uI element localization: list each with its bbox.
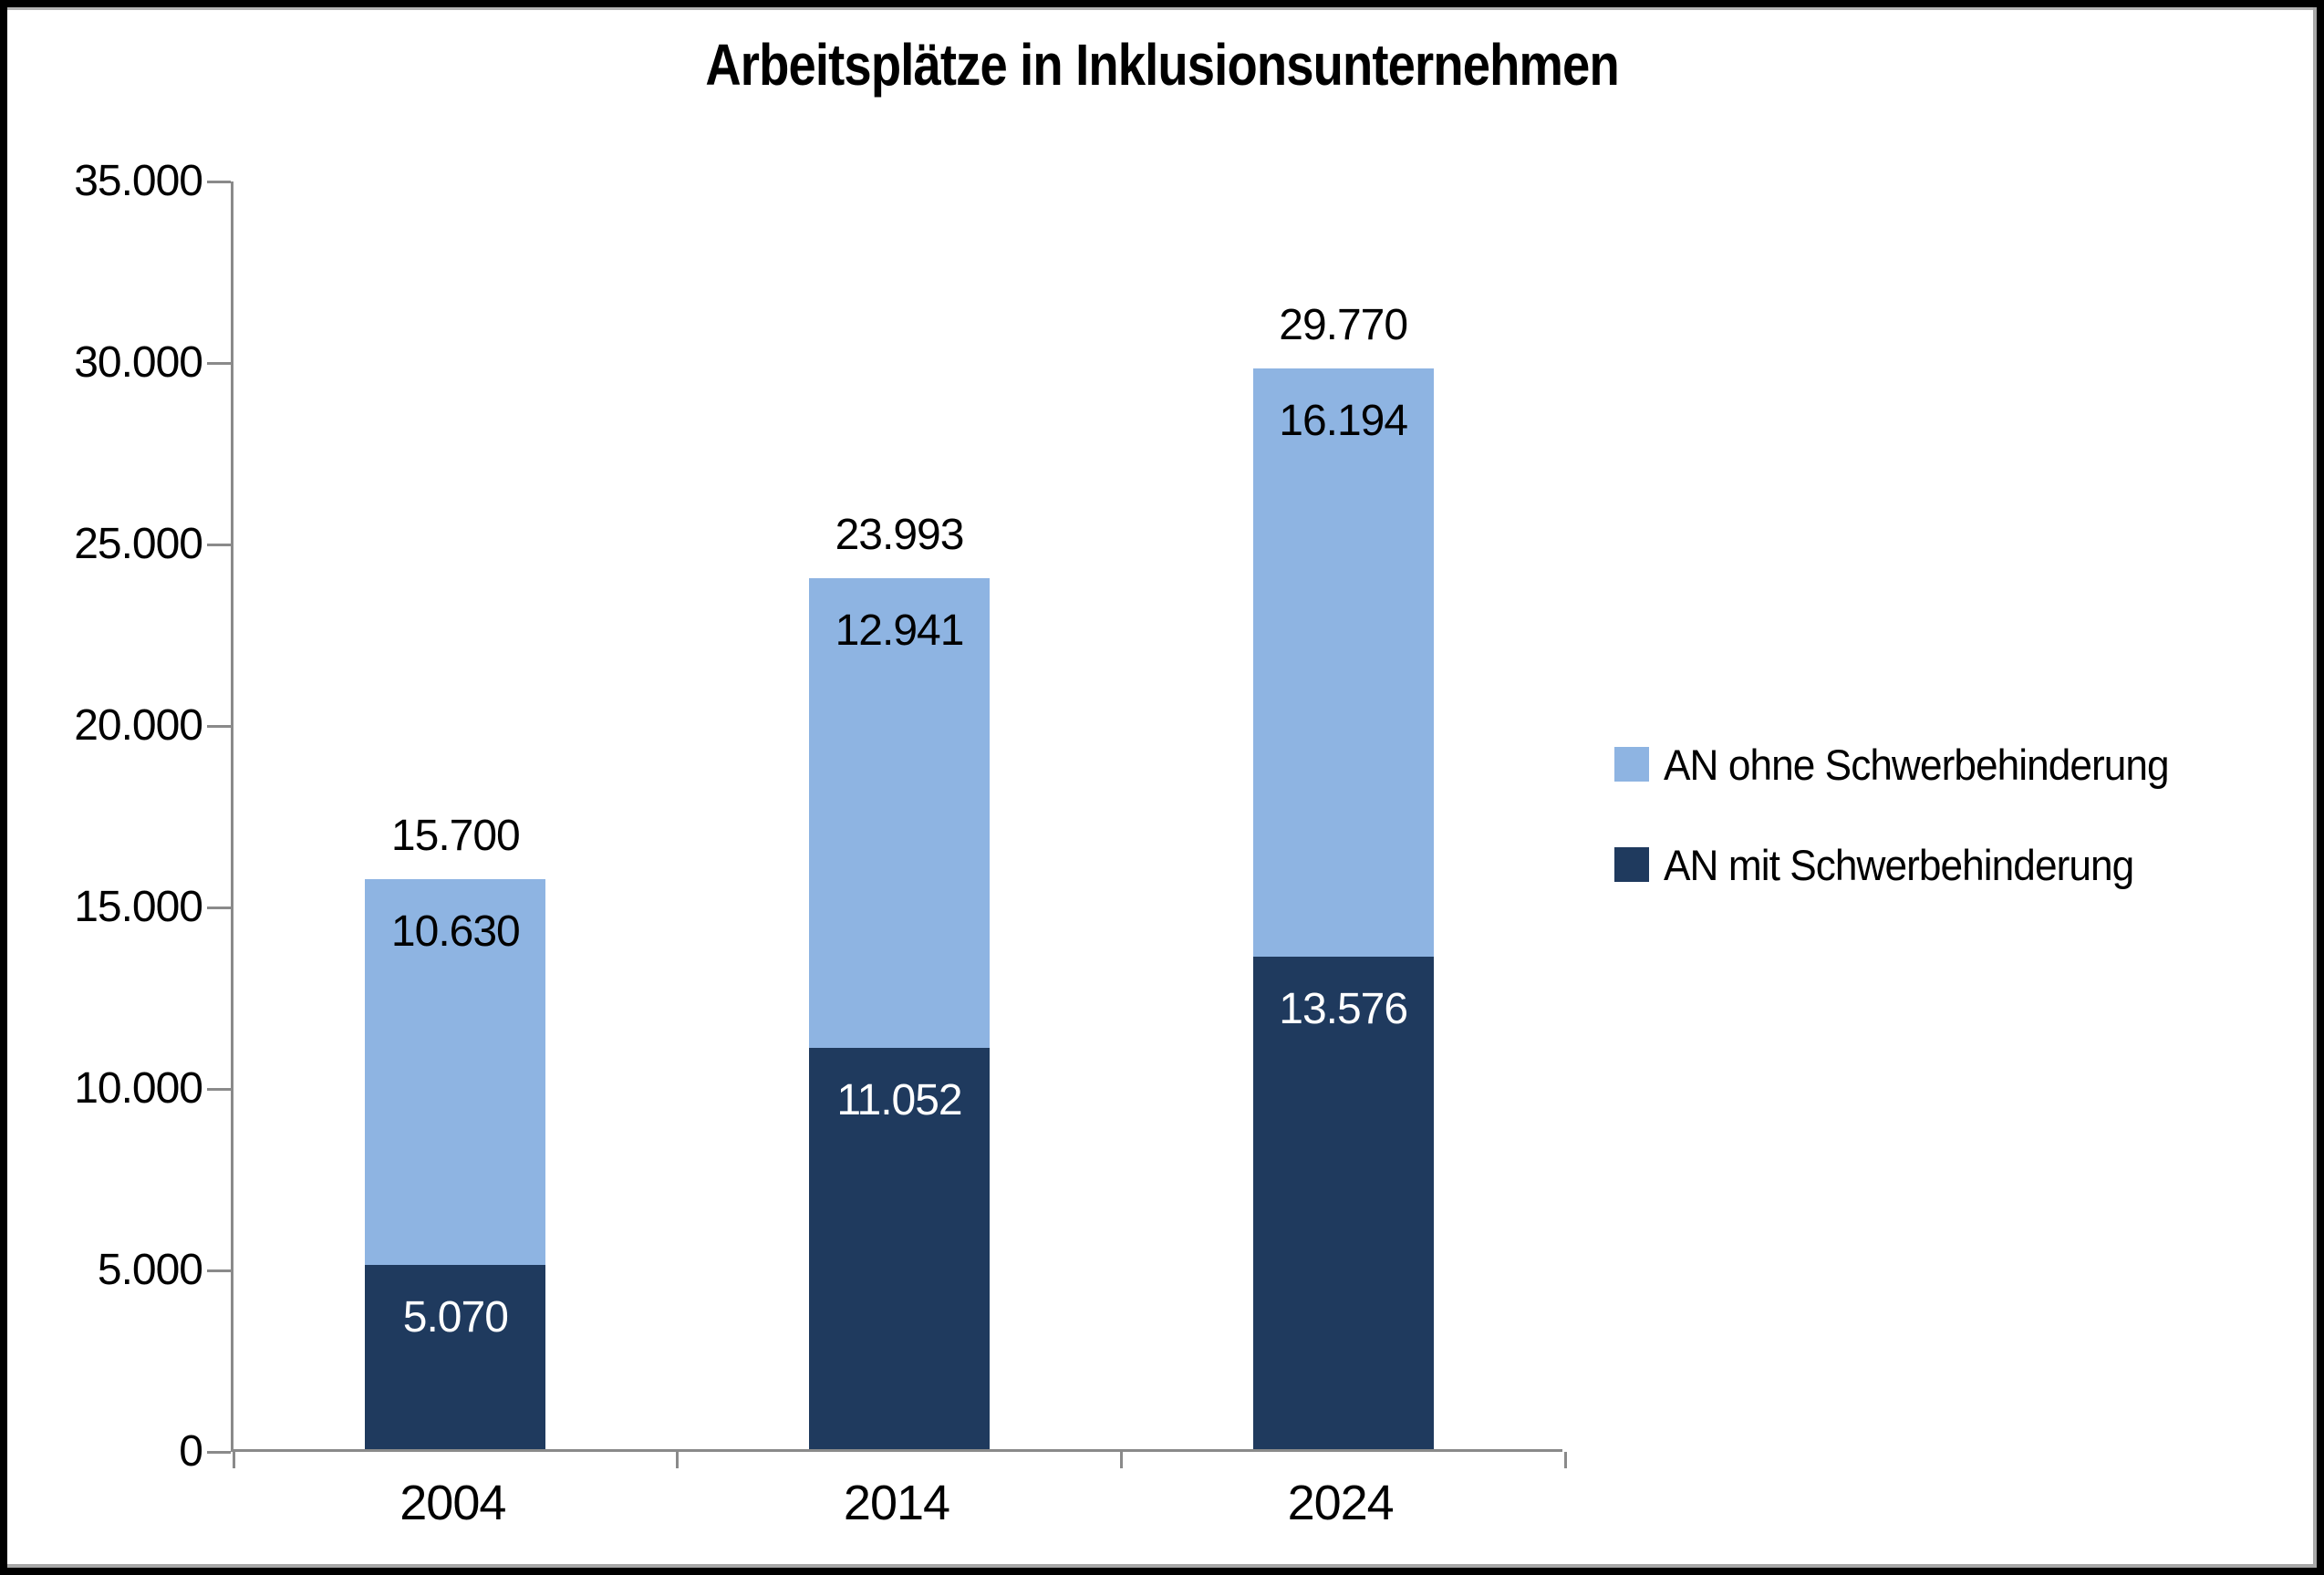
y-tick-mark-5.000: [207, 1269, 231, 1272]
x-tick-mark-0: [232, 1452, 235, 1468]
bar-group-2024: 13.576 16.194: [1252, 179, 1434, 1449]
bar-total-label-2014: 23.993: [835, 511, 965, 560]
y-tick-label-0: 0: [179, 1427, 203, 1476]
legend-swatch-ohne-icon: [1614, 747, 1649, 782]
legend-item-mit: AN mit Schwerbehinderung: [1614, 841, 2201, 889]
bar-value-label: 13.576: [1279, 984, 1408, 1033]
bar-segment-2014-AN ohne Schwerbehinderung: 12.941: [809, 578, 990, 1049]
y-tick-mark-15.000: [207, 906, 231, 909]
legend-swatch-mit-icon: [1614, 847, 1649, 882]
x-axis-label-2014: 2014: [843, 1476, 950, 1530]
bar-value-label: 5.070: [402, 1293, 509, 1342]
bar-value-label: 10.630: [390, 907, 521, 957]
legend-item-ohne: AN ohne Schwerbehinderung: [1614, 741, 2201, 789]
legend: AN ohne Schwerbehinderung AN mit Schwerb…: [1614, 741, 2201, 943]
y-tick-mark-30.000: [207, 361, 231, 365]
x-axis-label-2024: 2024: [1287, 1476, 1395, 1530]
y-tick-mark-0: [207, 1450, 231, 1454]
y-tick-mark-35.000: [207, 180, 231, 183]
bar-segment-2024-AN mit Schwerbehinderung: 13.576: [1252, 956, 1434, 1449]
bar-group-2004: 5.070 10.630: [365, 179, 546, 1449]
bar-segment-2024-AN ohne Schwerbehinderung: 16.194: [1252, 368, 1434, 957]
bar-total-label-2004: 15.700: [390, 812, 521, 861]
y-tick-label-5.000: 5.000: [97, 1246, 203, 1294]
x-axis-label-2004: 2004: [399, 1476, 506, 1530]
y-tick-label-25.000: 25.000: [74, 520, 203, 568]
legend-label-mit: AN mit Schwerbehinderung: [1664, 840, 2134, 889]
y-tick-label-30.000: 30.000: [74, 338, 203, 387]
bar-value-label: 12.941: [835, 606, 965, 656]
y-tick-mark-10.000: [207, 1087, 231, 1091]
y-tick-label-15.000: 15.000: [74, 883, 203, 931]
x-tick-mark-1: [676, 1452, 680, 1468]
y-tick-mark-25.000: [207, 543, 231, 546]
x-tick-mark-3: [1563, 1452, 1567, 1468]
bar-total-label-2024: 29.770: [1279, 301, 1408, 350]
y-tick-label-35.000: 35.000: [74, 157, 203, 205]
bar-segment-2004-AN ohne Schwerbehinderung: 10.630: [365, 879, 546, 1266]
bar-value-label: 16.194: [1279, 397, 1408, 446]
legend-label-ohne: AN ohne Schwerbehinderung: [1664, 740, 2170, 789]
x-tick-mark-2: [1119, 1452, 1123, 1468]
bar-group-2014: 11.052 12.941: [809, 179, 990, 1449]
chart-title-text: Arbeitsplätze in Inklusionsunternehmen: [705, 32, 1619, 98]
chart-title: Arbeitsplätze in Inklusionsunternehmen: [7, 31, 2317, 98]
plot-area: 5.070 10.630 15.700 11.052 12.941 23.993 13.57…: [207, 179, 1567, 1468]
chart-canvas: Arbeitsplätze in Inklusionsunternehmen 0…: [7, 7, 2317, 1568]
y-axis-labels: 0 5.000 10.000 15.000 20.000 25.000 30.000 35.0…: [7, 160, 203, 1474]
bar-value-label: 11.052: [836, 1076, 962, 1125]
y-tick-label-10.000: 10.000: [74, 1064, 203, 1113]
bar-segment-2014-AN mit Schwerbehinderung: 11.052: [809, 1048, 990, 1449]
bar-segment-2004-AN mit Schwerbehinderung: 5.070: [365, 1265, 546, 1449]
y-tick-mark-20.000: [207, 724, 231, 728]
y-tick-label-20.000: 20.000: [74, 701, 203, 750]
